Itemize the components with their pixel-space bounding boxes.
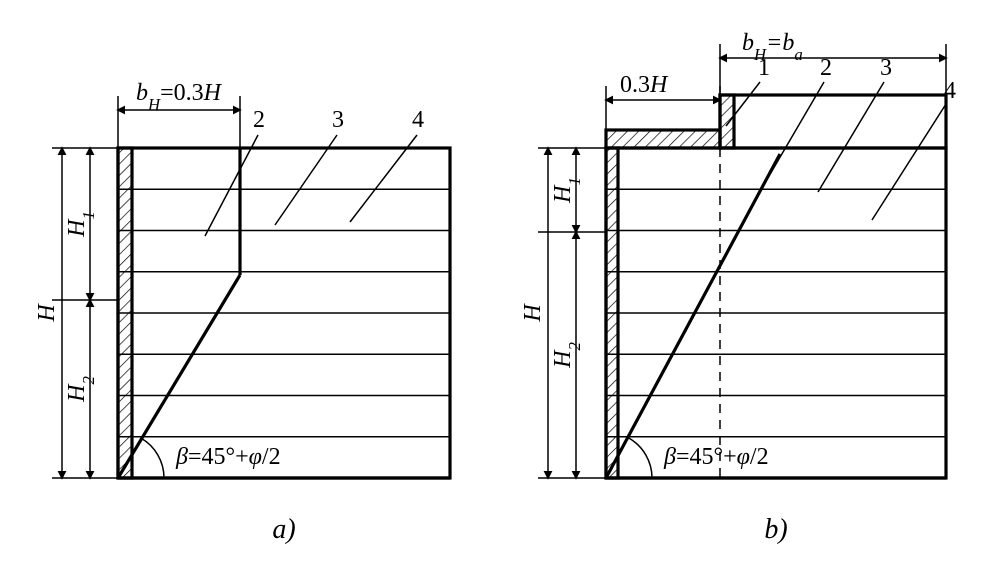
callout-n4-b: 4 [944,78,956,104]
03H-label-b: 0.3H [620,72,669,98]
dim-H-a: H [34,303,60,323]
callout-n4-a: 4 [412,107,424,133]
figure-b [538,44,946,478]
callout-n1-b: 1 [758,55,770,81]
dim-H1-b: H1 [550,177,584,204]
caption-b: b) [764,514,787,545]
callout-n3-a: 3 [332,107,344,133]
dim-H2-b: H2 [550,342,584,369]
dim-H-b: H [520,303,546,323]
dim-H2-a: H2 [64,376,98,403]
caption-a: a) [272,514,295,545]
dim-H1-a: H1 [64,211,98,238]
callout-n3-b: 3 [880,55,892,81]
callout-n2-a: 2 [253,107,265,133]
figure-a [52,96,450,478]
beta-label-b: β=45°+φ/2 [663,444,769,470]
callout-n2-b: 2 [820,55,832,81]
beta-label-a: β=45°+φ/2 [175,444,281,470]
bH-label-a: bH=0.3H [136,80,223,114]
